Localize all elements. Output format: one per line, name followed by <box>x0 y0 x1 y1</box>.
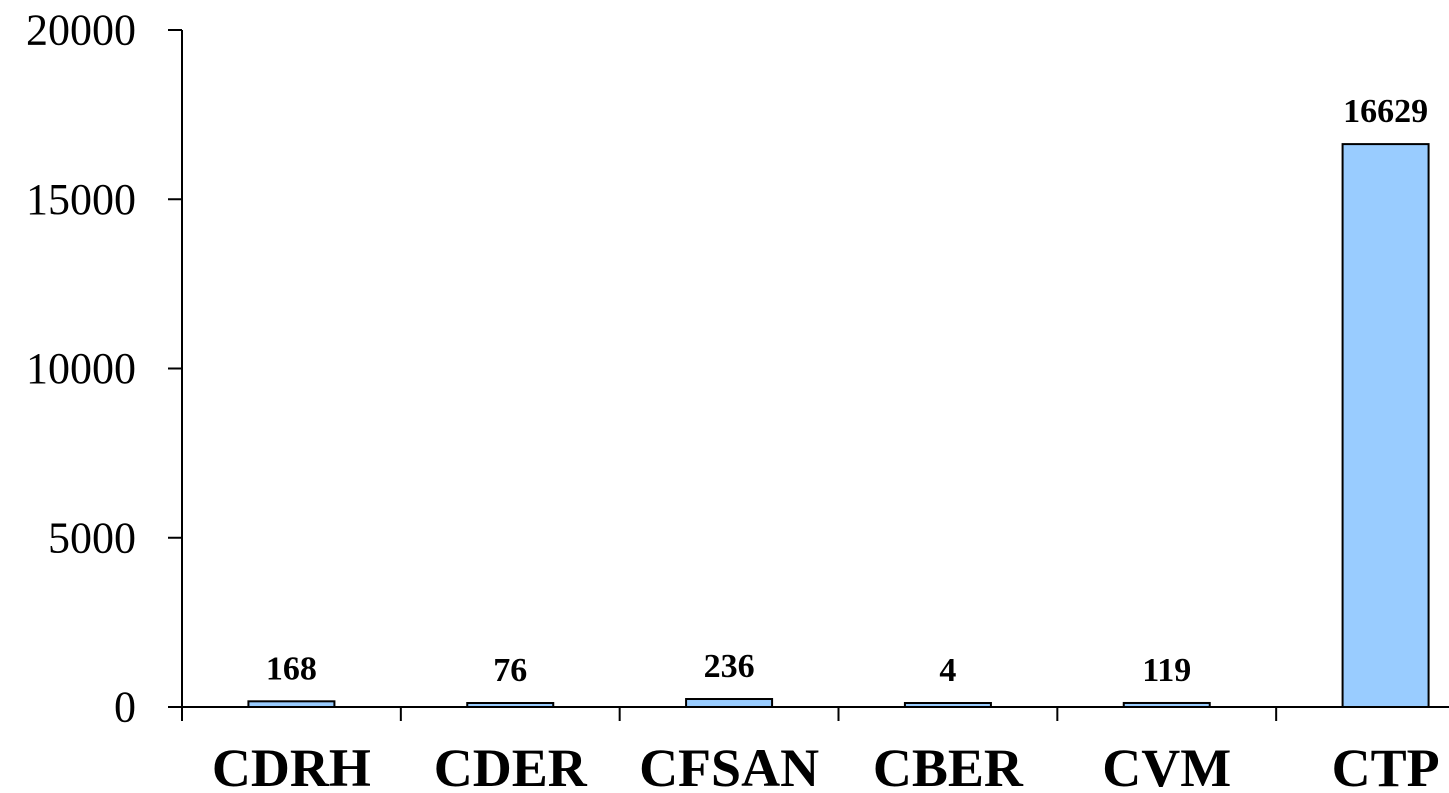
y-axis: 0 5000 10000 15000 20000 <box>26 6 183 732</box>
category-label-cdrh: CDRH <box>212 738 371 793</box>
data-label-ctp: 16629 <box>1343 93 1428 130</box>
y-tick-label: 15000 <box>26 175 136 224</box>
y-tick-label: 20000 <box>26 6 136 55</box>
x-axis: CDRH CDER CFSAN CBER CVM CTP <box>181 706 1449 793</box>
y-tick-label: 10000 <box>26 344 136 393</box>
bar-cfsan <box>685 698 774 709</box>
y-tick-label: 5000 <box>48 513 136 562</box>
category-label-ctp: CTP <box>1332 738 1440 793</box>
data-label-cfsan: 236 <box>704 648 755 685</box>
bar-ctp <box>1341 143 1430 709</box>
data-label-cder: 76 <box>493 652 527 689</box>
data-label-cdrh: 168 <box>266 650 317 687</box>
data-label-cvm: 119 <box>1142 652 1191 689</box>
category-label-cber: CBER <box>873 738 1024 793</box>
category-label-cder: CDER <box>434 738 588 793</box>
category-label-cvm: CVM <box>1102 738 1231 793</box>
data-label-cber: 4 <box>939 652 956 689</box>
y-tick-label: 0 <box>114 683 136 732</box>
category-label-cfsan: CFSAN <box>639 738 819 793</box>
bars-group: 168 76 236 4 119 16629 <box>247 93 1430 709</box>
